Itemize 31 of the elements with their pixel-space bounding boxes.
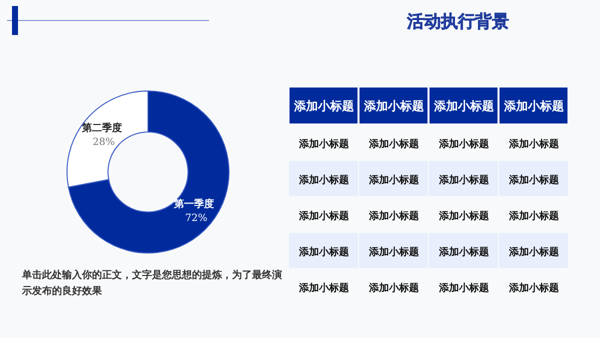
- text: 添加小标题: [368, 246, 419, 258]
- text: 添加小标题: [368, 138, 419, 150]
- text: 添加小标题: [298, 174, 349, 186]
- data-label: 72%: [185, 213, 208, 224]
- text: 活动执行背景: [406, 12, 509, 32]
- text: 添加小标题: [368, 174, 419, 186]
- text: 添加小标题: [508, 138, 559, 150]
- text: 添加小标题: [508, 174, 559, 186]
- text: 添加小标题: [503, 99, 564, 113]
- text: 添加小标题: [298, 138, 349, 150]
- data-label: 28%: [92, 136, 115, 148]
- text: 添加小标题: [298, 210, 349, 222]
- text: 添加小标题: [433, 99, 494, 113]
- text: 添加小标题: [508, 282, 559, 294]
- text: 添加小标题: [368, 210, 419, 222]
- text: 添加小标题: [363, 99, 424, 113]
- text: 单击此处输入你的正文，文字是您思想的提炼，为了最终演示发布的良好效果: [22, 268, 283, 299]
- text: 添加小标题: [368, 282, 419, 294]
- text: 添加小标题: [298, 246, 349, 258]
- donut-slice: [68, 90, 230, 254]
- text: 添加小标题: [438, 138, 489, 150]
- text: 添加小标题: [438, 282, 489, 294]
- text: 添加小标题: [438, 174, 489, 186]
- text: 添加小标题: [508, 210, 559, 222]
- slice-label: 第二季度: [80, 122, 122, 134]
- text: 添加小标题: [438, 246, 489, 258]
- text: 添加小标题: [438, 210, 489, 222]
- text: 添加小标题: [508, 246, 559, 258]
- text: 添加小标题: [298, 282, 349, 294]
- slice-label: 第一季度: [173, 198, 214, 210]
- text: 添加小标题: [293, 99, 354, 113]
